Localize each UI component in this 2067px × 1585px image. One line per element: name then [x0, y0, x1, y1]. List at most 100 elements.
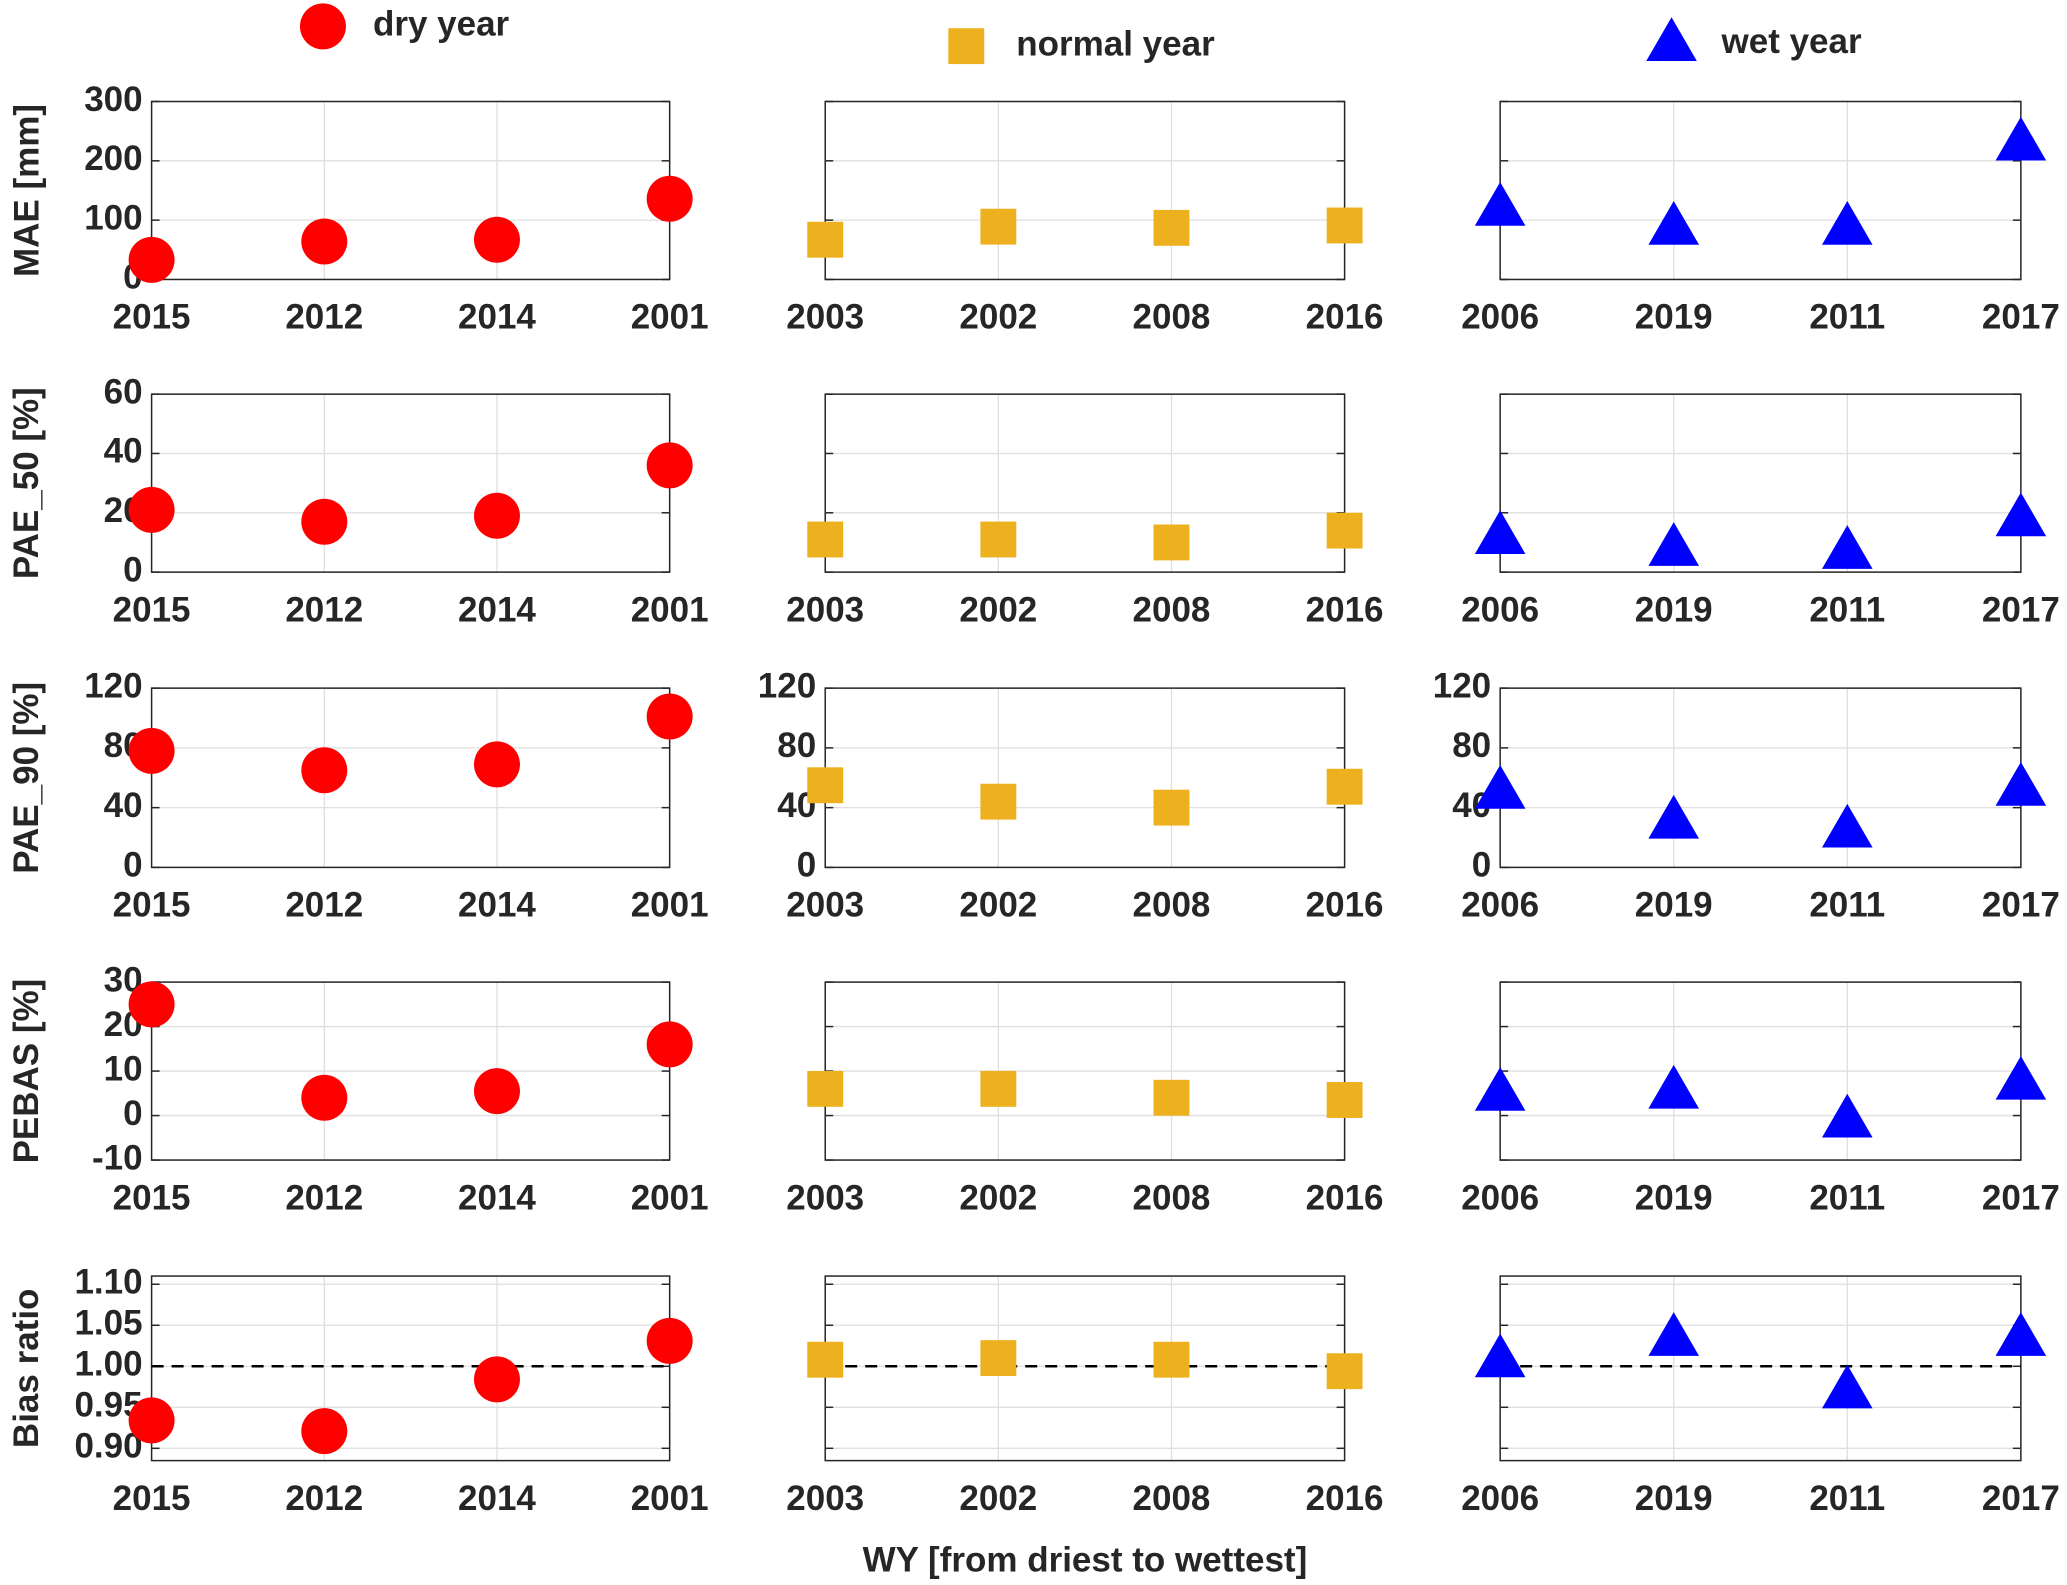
marker	[1474, 510, 1526, 555]
x-tick-label: 2002	[959, 590, 1037, 629]
x-tick-label: 2016	[1306, 1178, 1384, 1217]
marker	[1648, 522, 1700, 566]
marker	[1646, 17, 1697, 61]
x-tick-label: 2012	[285, 1178, 363, 1217]
marker	[1821, 1093, 1873, 1138]
marker	[1995, 1312, 2047, 1356]
x-tick-label: 2015	[113, 886, 191, 925]
x-tick-label: 2006	[1461, 886, 1539, 925]
marker	[1648, 1064, 1700, 1109]
marker	[807, 1341, 844, 1378]
x-tick-label: 2002	[959, 1479, 1037, 1518]
marker	[473, 1356, 520, 1403]
marker	[1474, 764, 1526, 809]
x-tick-label: 2001	[631, 1479, 709, 1518]
marker	[1648, 201, 1700, 245]
marker	[301, 498, 348, 545]
x-tick-label: 2008	[1133, 1479, 1211, 1518]
marker	[1821, 803, 1873, 848]
y-tick-label: 1.05	[74, 1304, 142, 1343]
marker	[299, 3, 346, 50]
x-tick-label: 2012	[285, 298, 363, 337]
x-tick-label: 2014	[458, 1178, 536, 1217]
marker	[473, 1068, 520, 1115]
x-tick-label: 2016	[1306, 1479, 1384, 1518]
x-tick-label: 2014	[458, 298, 536, 337]
marker	[646, 1317, 693, 1364]
marker	[1326, 768, 1363, 805]
axes-background	[1500, 1276, 2021, 1461]
x-tick-label: 2014	[458, 590, 536, 629]
x-tick-label: 2002	[959, 1178, 1037, 1217]
marker	[1648, 1312, 1700, 1356]
y-tick-label: 120	[1433, 666, 1491, 705]
y-tick-label: 0	[797, 846, 816, 885]
marker	[807, 1070, 844, 1107]
y-tick-label: 40	[104, 432, 143, 471]
marker	[980, 783, 1017, 820]
axes-background	[825, 101, 1345, 280]
x-tick-label: 2003	[786, 590, 864, 629]
marker	[1153, 209, 1190, 246]
x-tick-label: 2015	[113, 298, 191, 337]
axes-frame	[1499, 393, 2022, 573]
marker	[1995, 116, 2047, 161]
y-axis-label: PAE_50 [%]	[7, 387, 46, 579]
marker	[646, 175, 693, 222]
x-tick-label: 2019	[1635, 1178, 1713, 1217]
y-tick-label: 300	[84, 80, 142, 119]
legend-label: normal year	[1016, 24, 1215, 63]
axes-frame	[150, 1275, 671, 1462]
x-tick-label: 2017	[1982, 886, 2060, 925]
marker	[1474, 182, 1526, 226]
x-tick-label: 2002	[959, 298, 1037, 337]
y-tick-label: 0	[1472, 846, 1491, 885]
marker	[948, 28, 985, 65]
y-tick-label: 120	[84, 666, 142, 705]
x-tick-label: 2006	[1461, 590, 1539, 629]
axes-background	[1500, 101, 2021, 280]
x-tick-label: 2006	[1461, 1479, 1539, 1518]
x-tick-label: 2006	[1461, 1178, 1539, 1217]
marker	[1821, 201, 1873, 245]
y-tick-label: 1.00	[74, 1345, 142, 1384]
x-tick-label: 2011	[1809, 1479, 1885, 1518]
x-tick-label: 2014	[458, 1479, 536, 1518]
x-tick-label: 2016	[1306, 298, 1384, 337]
x-tick-label: 2008	[1133, 886, 1211, 925]
marker	[473, 216, 520, 263]
x-tick-label: 2003	[786, 1479, 864, 1518]
x-tick-label: 2008	[1133, 590, 1211, 629]
x-tick-label: 2015	[113, 1479, 191, 1518]
marker	[980, 1070, 1017, 1107]
marker	[1326, 512, 1363, 549]
x-tick-label: 2011	[1809, 590, 1885, 629]
x-tick-label: 2015	[113, 1178, 191, 1217]
legend-label: wet year	[1721, 22, 1862, 61]
y-tick-label: -10	[92, 1138, 143, 1177]
x-tick-label: 2019	[1635, 1479, 1713, 1518]
x-tick-label: 2017	[1982, 298, 2060, 337]
axes-background	[151, 101, 670, 280]
marker	[1153, 1079, 1190, 1116]
axes-background	[151, 1276, 670, 1461]
axes-frame	[150, 687, 671, 869]
x-tick-label: 2012	[285, 886, 363, 925]
marker	[807, 221, 844, 258]
x-tick-label: 2003	[786, 1178, 864, 1217]
marker	[128, 486, 175, 533]
x-tick-label: 2019	[1635, 886, 1713, 925]
marker	[980, 208, 1017, 245]
y-tick-label: 60	[104, 372, 143, 411]
x-tick-label: 2016	[1306, 886, 1384, 925]
marker	[301, 747, 348, 794]
y-tick-label: 120	[758, 666, 816, 705]
y-tick-label: 1.10	[74, 1263, 142, 1302]
y-tick-label: 0.90	[74, 1427, 142, 1466]
marker	[128, 236, 175, 283]
marker	[1995, 1055, 2047, 1100]
x-tick-label: 2017	[1982, 590, 2060, 629]
y-tick-label: 80	[1452, 726, 1491, 765]
y-axis-label: Bias ratio	[7, 1289, 46, 1449]
